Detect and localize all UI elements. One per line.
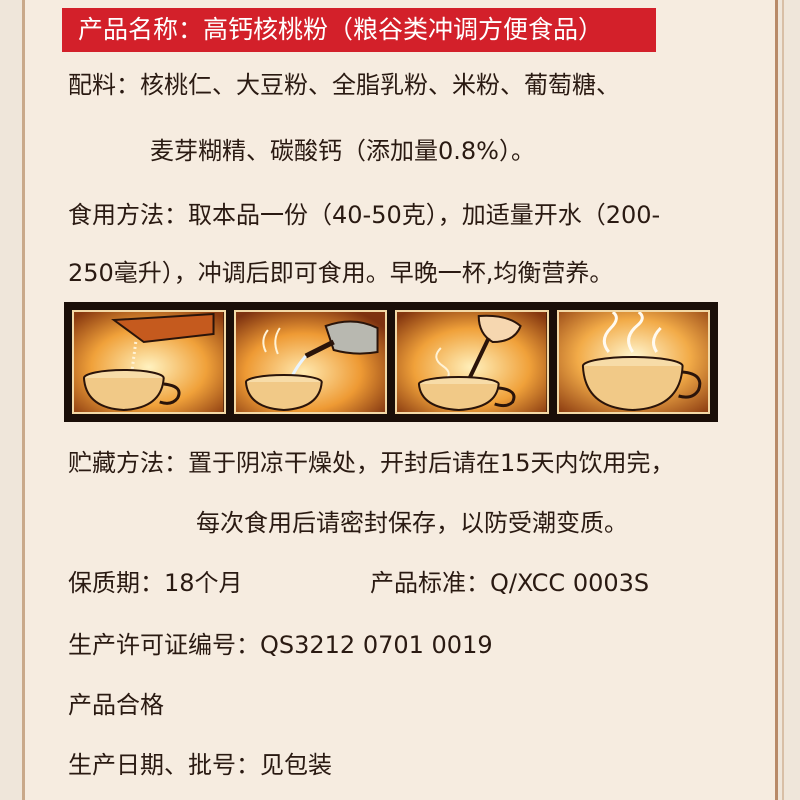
storage-line-1: 贮藏方法：置于阴凉干燥处，开封后请在15天内饮用完， xyxy=(68,449,675,477)
step-panel-1 xyxy=(72,310,226,414)
production-license: 生产许可证编号：QS3212 0701 0019 xyxy=(68,631,493,659)
pour-powder-icon xyxy=(74,312,224,412)
step-panel-4 xyxy=(556,310,710,414)
ingredients-line-2: 麦芽糊精、碳酸钙（添加量0.8%）。 xyxy=(150,137,535,165)
product-title: 产品名称：高钙核桃粉（粮谷类冲调方便食品） xyxy=(78,15,604,44)
step-panel-3 xyxy=(395,310,549,414)
storage-line-2: 每次食用后请密封保存，以防受潮变质。 xyxy=(196,509,628,537)
pour-water-icon xyxy=(235,312,385,412)
usage-line-1: 食用方法：取本品一份（40-50克），加适量开水（200- xyxy=(68,201,661,229)
right-frame xyxy=(775,0,800,800)
preparation-steps-strip xyxy=(64,302,718,422)
step-panel-2 xyxy=(233,310,387,414)
qualified-label: 产品合格 xyxy=(68,691,164,719)
production-date: 生产日期、批号：见包装 xyxy=(68,751,332,779)
usage-line-2: 250毫升），冲调后即可食用。早晚一杯,均衡营养。 xyxy=(68,259,614,287)
steaming-cup-icon xyxy=(558,312,708,412)
left-frame xyxy=(0,0,25,800)
stir-spoon-icon xyxy=(397,312,547,412)
product-standard: 产品标准：Q/XCC 0003S xyxy=(370,569,650,597)
product-title-bar: 产品名称：高钙核桃粉（粮谷类冲调方便食品） xyxy=(62,8,656,52)
shelf-life: 保质期：18个月 xyxy=(68,569,243,597)
ingredients-line-1: 配料：核桃仁、大豆粉、全脂乳粉、米粉、葡萄糖、 xyxy=(68,71,620,99)
